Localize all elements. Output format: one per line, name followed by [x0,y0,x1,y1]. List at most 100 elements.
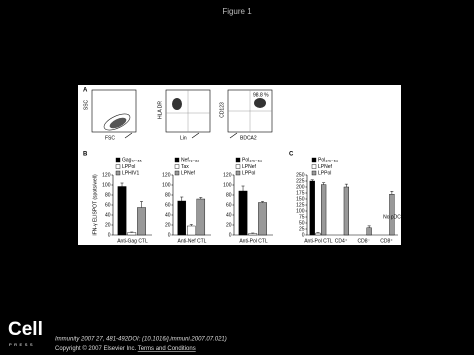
panel-label: A [83,88,88,94]
y-axis-label: IFN-γ ELISPOT (spots/well) [92,174,98,236]
flow-plot: SSC FSC [83,89,137,141]
gate [103,113,131,131]
error-bar [310,179,314,181]
bar [137,207,146,236]
y-tick-label: 40 [105,212,111,218]
y-tick-label: 0 [229,232,232,238]
citation: Immunity 2007 27, 481-492DOI: (10.1016/j… [55,337,227,343]
legend-swatch [115,157,121,163]
y-tick-label: 120 [223,172,232,178]
bar [315,232,321,236]
x-tick-label: Anti-Pol CTL [239,238,268,244]
error-bar [120,182,124,187]
y-tick-label: 40 [226,212,232,218]
y-tick-label: 200 [296,184,305,190]
legend-label: Pol₄₇₆₋₈₄ [318,157,338,163]
y-tick-label: 80 [105,192,111,198]
bar [258,202,267,236]
error-bar [140,201,144,208]
bar [117,186,127,236]
error-bar [199,197,203,199]
error-bar [241,185,245,191]
error-bar [251,232,255,234]
legend-swatch [235,170,241,176]
copyright: Copyright © 2007 Elsevier Inc. Terms and… [55,345,196,352]
terms-link[interactable]: Terms and Conditions [138,346,196,352]
y-tick-label: 25 [299,226,305,232]
error-bar [189,224,193,226]
legend-swatch [115,170,121,176]
plot-frame [91,89,137,133]
cell-cloud [109,117,127,129]
annotation: No pDC [383,214,401,220]
legend-label: LPNef [318,164,333,170]
axis-label: CD123 [219,102,225,118]
legend-label: Pol₄₇₆₋₈₄ [242,157,262,163]
y-tick-label: 40 [165,212,171,218]
legend-label: LPPol [122,164,135,170]
y-tick-label: 100 [223,182,232,188]
copyright-text: Copyright © 2007 Elsevier Inc. [55,345,138,352]
panel-label: B [83,152,88,158]
x-tick-label: CD4⁺ [335,238,348,244]
bar [248,233,258,236]
bar [238,190,248,236]
legend-label: LPNef [242,164,257,170]
axis-label: HLA DR [157,101,163,119]
axis-label: SSC [83,99,89,110]
y-tick-label: 0 [168,232,171,238]
error-bar [367,225,371,228]
figure-title: Figure 1 [222,7,252,16]
x-tick-label: Anti-Gag CTL [117,238,148,244]
legend-label: LPPol [318,170,331,176]
legend-label: LPNef [181,170,196,176]
y-tick-label: 60 [226,202,232,208]
x-tick-label: Anti-Pol CTL [304,238,333,244]
y-tick-label: 100 [102,182,111,188]
legend-swatch [174,157,180,163]
flow-plot: HLA DR Lin [157,89,211,141]
error-bar [261,201,265,203]
error-bar [130,231,134,233]
cell-cloud [254,98,266,108]
bar [177,200,187,236]
y-tick-label: 100 [162,182,171,188]
y-tick-label: 60 [165,202,171,208]
legend-label: Gag₇₇₋₈₅ [122,157,142,163]
y-tick-label: 20 [226,222,232,228]
y-tick-label: 120 [102,172,111,178]
legend-swatch [311,164,317,169]
legend-swatch [235,164,241,169]
y-tick-label: 250 [296,172,305,178]
legend-swatch [311,157,317,163]
y-tick-label: 20 [165,222,171,228]
arrow [191,132,200,139]
flow-plot: 98.8 % CD123 BDCA2 [219,89,273,141]
x-tick-label: CD8⁺ [380,238,393,244]
bar [366,227,372,236]
legend-swatch [115,164,121,169]
y-tick-label: 0 [108,232,111,238]
legend-label: LPPol [242,170,255,176]
legend-swatch [311,170,317,176]
y-tick-label: 100 [296,208,305,214]
error-bar [180,196,184,201]
axis-label: BDCA2 [240,135,257,141]
y-tick-label: 80 [165,192,171,198]
arrow [124,132,133,139]
gate-annotation: 98.8 % [253,92,269,98]
y-tick-label: 75 [299,214,305,220]
axis-label: Lin [180,135,187,141]
panel-label: C [289,152,294,158]
y-tick-label: 225 [296,178,305,184]
arrow [229,132,238,139]
legend-label: LPHIV1 [122,170,139,176]
legend-swatch [174,164,180,169]
bar [343,186,350,236]
y-tick-label: 120 [162,172,171,178]
y-tick-label: 50 [299,220,305,226]
y-tick-label: 150 [296,196,305,202]
y-tick-label: 20 [105,222,111,228]
bar [309,180,315,236]
